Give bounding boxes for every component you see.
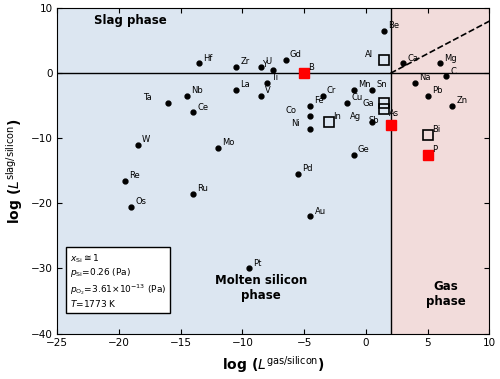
Text: Cr: Cr [327, 86, 336, 95]
Text: Ni: Ni [291, 119, 300, 128]
Text: Mo: Mo [222, 138, 234, 147]
Text: Y: Y [262, 60, 267, 69]
Text: Ge: Ge [358, 145, 370, 154]
Text: Zr: Zr [240, 57, 250, 66]
Text: W: W [142, 135, 150, 144]
Text: B: B [308, 63, 314, 72]
Text: Pd: Pd [302, 164, 312, 173]
Text: Au: Au [314, 207, 326, 216]
Text: Ca: Ca [407, 54, 418, 63]
Text: Ce: Ce [198, 102, 208, 111]
Polygon shape [390, 8, 490, 334]
Text: Na: Na [420, 73, 431, 82]
Text: V: V [265, 86, 271, 95]
Text: Pt: Pt [253, 259, 261, 268]
Text: Be: Be [388, 21, 400, 30]
Text: Al: Al [365, 50, 373, 60]
Text: As: As [388, 110, 398, 118]
Text: Sn: Sn [376, 80, 387, 89]
Text: Hf: Hf [204, 54, 213, 63]
Text: Ta: Ta [144, 93, 152, 102]
X-axis label: log ($\mathit{L}^{\rm gas/silicon}$): log ($\mathit{L}^{\rm gas/silicon}$) [222, 354, 324, 375]
Text: Slag phase: Slag phase [94, 14, 167, 27]
Text: Molten silicon
phase: Molten silicon phase [215, 274, 307, 302]
Text: Ag: Ag [350, 112, 361, 121]
Text: Ru: Ru [198, 184, 208, 193]
Text: U: U [265, 57, 272, 66]
Text: Ti: Ti [272, 73, 278, 82]
Text: In: In [333, 112, 341, 121]
Text: La: La [240, 80, 250, 89]
Text: $x_{{\rm Si}}\cong$1
$p_{{\rm Si}}$=0.26 (Pa)
$p_{{\rm O_2}}$=3.61$\times$10$^{{: $x_{{\rm Si}}\cong$1 $p_{{\rm Si}}$=0.26… [70, 252, 166, 309]
Text: Co: Co [286, 106, 296, 115]
Text: Ga: Ga [362, 99, 374, 108]
Text: Os: Os [136, 197, 146, 206]
Text: Bi: Bi [432, 125, 440, 134]
Text: Mg: Mg [444, 54, 456, 63]
Text: Cu: Cu [352, 93, 363, 102]
Text: Zn: Zn [456, 96, 468, 105]
Text: Pb: Pb [432, 86, 442, 95]
Text: Re: Re [130, 171, 140, 180]
Text: C: C [450, 67, 456, 76]
Text: Gas
phase: Gas phase [426, 280, 466, 309]
Text: Mn: Mn [358, 80, 370, 89]
Text: Fe: Fe [314, 96, 324, 105]
Y-axis label: log ($\mathit{L}^{\rm slag/silicon}$): log ($\mathit{L}^{\rm slag/silicon}$) [4, 118, 25, 224]
Text: Sb: Sb [368, 116, 379, 125]
Text: P: P [432, 145, 437, 154]
Text: Nb: Nb [191, 86, 203, 95]
Text: Gd: Gd [290, 50, 302, 60]
